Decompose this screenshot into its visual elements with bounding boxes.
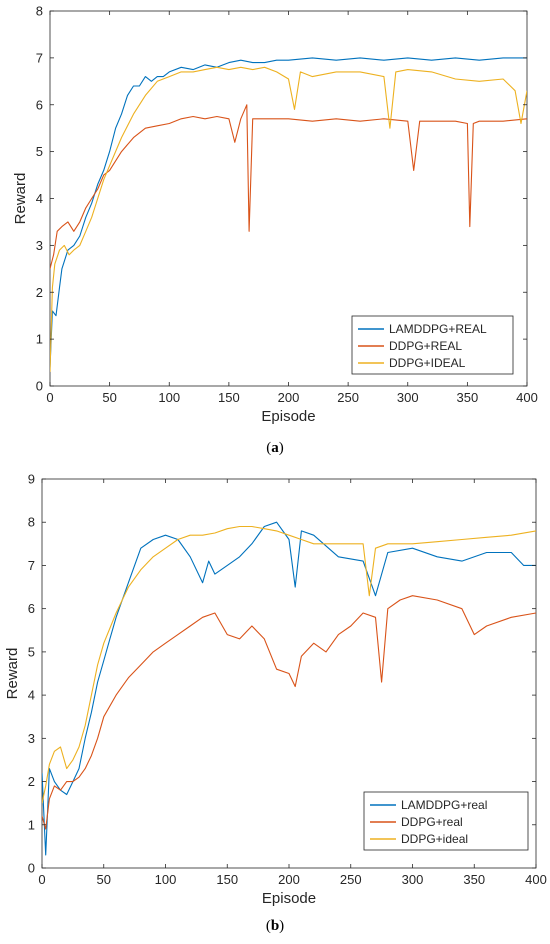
y-tick-label-b-1: 1: [28, 817, 35, 832]
x-tick-label-b-6: 300: [402, 872, 424, 887]
y-tick-label-b-4: 4: [28, 688, 35, 703]
x-tick-label-a-6: 300: [397, 390, 419, 405]
series-group-a: [50, 57, 527, 372]
legend-label-a-0: LAMDDPG+REAL: [389, 322, 487, 336]
y-tick-label-a-1: 1: [36, 332, 43, 347]
x-tick-label-a-7: 350: [457, 390, 479, 405]
series-line-a-1: [50, 104, 527, 269]
legend-label-a-1: DDPG+REAL: [389, 339, 462, 353]
series-line-b-1: [42, 595, 536, 830]
y-tick-label-a-3: 3: [36, 238, 43, 253]
y-tick-label-b-7: 7: [28, 558, 35, 573]
x-tick-label-b-5: 250: [340, 872, 362, 887]
x-tick-label-a-0: 0: [46, 390, 53, 405]
x-tick-label-b-8: 400: [525, 872, 547, 887]
legend-label-a-2: DDPG+IDEAL: [389, 356, 466, 370]
caption-a-letter: a: [271, 440, 279, 456]
y-tick-label-b-0: 0: [28, 861, 35, 876]
y-axis-label-b: Reward: [4, 648, 21, 700]
x-tick-label-b-3: 150: [216, 872, 238, 887]
y-tick-label-a-2: 2: [36, 285, 43, 300]
y-tick-label-b-3: 3: [28, 731, 35, 746]
legend-b: LAMDDPG+real DDPG+real DDPG+ideal: [363, 791, 529, 851]
x-axis-label-a: Episode: [261, 408, 315, 425]
x-tick-label-b-4: 200: [278, 872, 300, 887]
x-tick-label-b-1: 50: [97, 872, 111, 887]
y-tick-label-a-6: 6: [36, 97, 43, 112]
y-tick-label-a-0: 0: [36, 379, 43, 394]
chart-b: 0 50 100 150 200 250 300 350 400 0 1 2 3 4 5 6 7 8 9 Episod…: [4, 472, 547, 908]
y-tick-label-a-5: 5: [36, 144, 43, 159]
x-tick-label-a-4: 200: [278, 390, 300, 405]
y-tick-label-b-5: 5: [28, 644, 35, 659]
x-tick-label-b-7: 350: [463, 872, 485, 887]
y-tick-label-b-8: 8: [28, 515, 35, 530]
caption-b-suffix: ): [279, 918, 285, 934]
caption-b-prefix: (: [265, 918, 271, 934]
figure-a: 0 50 100 150 200 250 300 350 400 0 1 2 3 4 5 6 7 8 Episode…: [0, 0, 550, 470]
caption-a-prefix: (: [266, 440, 272, 456]
legend-box-a: [351, 315, 514, 375]
series-line-a-2: [50, 66, 527, 372]
y-tick-label-a-4: 4: [36, 191, 43, 206]
y-tick-label-a-7: 7: [36, 50, 43, 65]
chart-a: 0 50 100 150 200 250 300 350 400 0 1 2 3 4 5 6 7 8 Episode…: [12, 4, 538, 426]
series-line-b-2: [42, 525, 536, 804]
y-tick-label-a-8: 8: [36, 4, 43, 19]
x-axis-label-b: Episode: [262, 890, 316, 907]
caption-a-suffix: ): [278, 440, 284, 456]
legend-label-b-1: DDPG+real: [401, 815, 463, 829]
x-tick-label-a-1: 50: [102, 390, 116, 405]
x-tick-label-a-2: 100: [158, 390, 180, 405]
x-tick-label-a-3: 150: [218, 390, 240, 405]
caption-b: (b): [0, 918, 550, 935]
y-tick-label-b-6: 6: [28, 601, 35, 616]
series-line-b-0: [42, 521, 536, 856]
figure-b: 0 50 100 150 200 250 300 350 400 0 1 2 3 4 5 6 7 8 9 Episod…: [0, 470, 550, 944]
caption-a: (a): [0, 440, 550, 457]
y-axis-label-a: Reward: [12, 173, 29, 225]
x-tick-label-b-2: 100: [155, 872, 177, 887]
legend-label-b-2: DDPG+ideal: [401, 832, 468, 846]
x-tick-label-a-8: 400: [516, 390, 538, 405]
caption-b-letter: b: [270, 918, 280, 934]
legend-box-b: [363, 791, 529, 851]
legend-a: LAMDDPG+REAL DDPG+REAL DDPG+IDEAL: [351, 315, 514, 375]
x-tick-label-a-5: 250: [337, 390, 359, 405]
legend-label-b-0: LAMDDPG+real: [401, 798, 487, 812]
series-group-b: [42, 521, 536, 856]
series-line-a-0: [50, 57, 527, 368]
y-tick-label-b-9: 9: [28, 472, 35, 487]
y-tick-label-b-2: 2: [28, 774, 35, 789]
x-tick-label-b-0: 0: [38, 872, 45, 887]
